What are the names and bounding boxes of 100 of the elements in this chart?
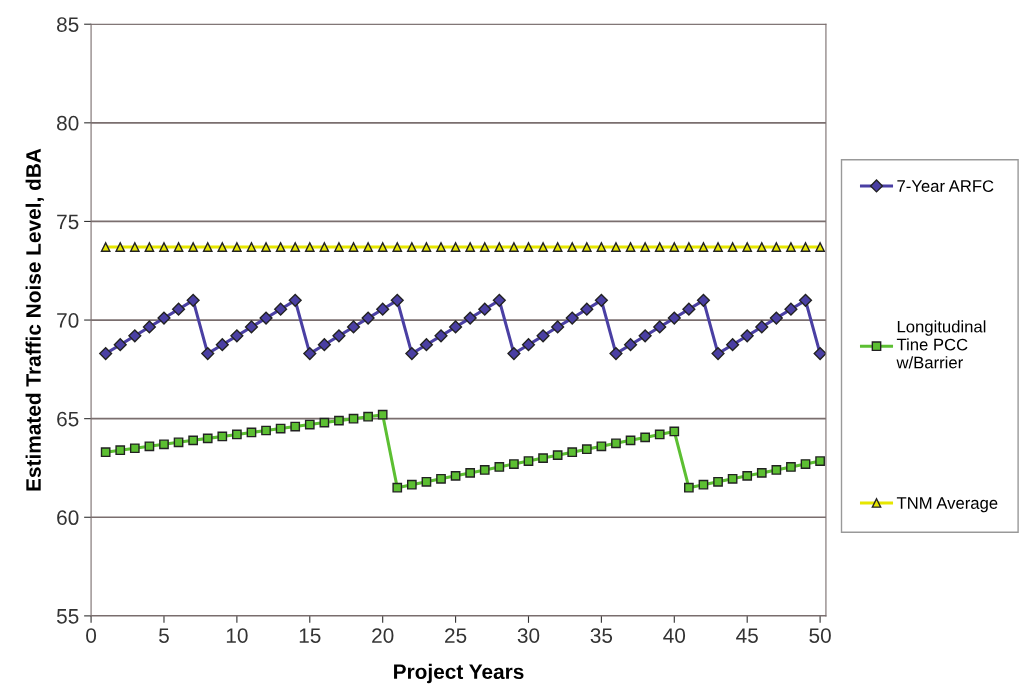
point xyxy=(784,302,798,316)
point xyxy=(494,242,505,252)
point xyxy=(377,409,388,420)
point xyxy=(611,242,621,252)
point xyxy=(188,242,199,252)
point xyxy=(625,242,636,252)
point xyxy=(173,437,184,448)
point xyxy=(334,242,344,252)
point xyxy=(640,242,650,252)
point xyxy=(261,425,271,436)
point xyxy=(698,242,709,252)
point xyxy=(684,482,694,493)
point xyxy=(494,462,505,472)
point xyxy=(567,242,578,252)
point xyxy=(261,242,271,252)
legend-label: TNM Average xyxy=(896,497,998,513)
point xyxy=(304,419,315,430)
point xyxy=(625,435,636,446)
point xyxy=(565,311,579,325)
point xyxy=(319,242,330,252)
point xyxy=(171,302,186,316)
x-tick-label: 0 xyxy=(86,628,97,643)
point xyxy=(217,242,228,252)
point xyxy=(509,459,519,469)
point xyxy=(275,242,286,252)
point xyxy=(465,468,476,478)
point xyxy=(684,242,694,252)
point xyxy=(259,311,273,325)
point xyxy=(698,479,709,490)
point xyxy=(376,302,390,316)
point xyxy=(115,242,126,252)
y-tick-label: 80 xyxy=(57,115,79,131)
point xyxy=(128,329,142,343)
point xyxy=(450,242,461,252)
point xyxy=(492,293,506,307)
point xyxy=(786,462,796,472)
legend-label: 7-Year ARFC xyxy=(897,180,994,192)
point xyxy=(436,242,446,252)
x-tick-label: 25 xyxy=(445,628,467,643)
point xyxy=(157,311,171,325)
point xyxy=(667,311,681,325)
point xyxy=(713,242,723,252)
point xyxy=(332,329,346,343)
point xyxy=(654,429,665,440)
x-tick-label: 30 xyxy=(517,628,540,643)
point xyxy=(348,242,359,252)
point xyxy=(623,338,638,352)
point xyxy=(521,338,536,352)
point xyxy=(465,242,476,252)
point xyxy=(509,242,519,252)
y-axis-title: Estimated Traffic Noise Level, dBA xyxy=(25,148,44,491)
point xyxy=(392,482,403,493)
point xyxy=(188,435,199,446)
point xyxy=(290,421,301,432)
point xyxy=(463,311,477,325)
point xyxy=(232,242,242,252)
point xyxy=(669,242,680,252)
point xyxy=(115,445,126,456)
point xyxy=(129,443,140,454)
point xyxy=(815,242,825,252)
x-tick-label: 50 xyxy=(809,628,831,643)
point xyxy=(669,426,680,437)
y-tick-label: 85 xyxy=(57,17,79,32)
point xyxy=(290,242,301,252)
point xyxy=(594,293,608,307)
point xyxy=(348,413,359,424)
point xyxy=(726,338,740,352)
point xyxy=(596,441,607,452)
point xyxy=(609,346,623,361)
point xyxy=(159,439,169,450)
point xyxy=(727,242,738,252)
point xyxy=(303,346,317,361)
point xyxy=(406,479,417,490)
point xyxy=(536,329,550,343)
point xyxy=(217,431,228,442)
point xyxy=(100,447,111,458)
x-tick-label: 15 xyxy=(299,628,321,643)
point xyxy=(363,411,373,422)
point xyxy=(815,456,825,466)
x-tick-label: 20 xyxy=(372,628,394,643)
point xyxy=(99,346,113,361)
x-axis-title: Project Years xyxy=(394,663,524,684)
point xyxy=(421,476,432,487)
y-tick-label: 60 xyxy=(57,510,79,526)
point xyxy=(538,453,548,463)
point xyxy=(159,242,169,252)
point xyxy=(696,293,711,307)
point xyxy=(638,329,652,343)
point xyxy=(711,346,725,361)
point xyxy=(581,242,592,252)
point xyxy=(201,346,215,361)
point xyxy=(144,242,155,252)
point xyxy=(756,468,767,478)
y-tick-label: 55 xyxy=(56,609,79,624)
point xyxy=(478,302,492,316)
point xyxy=(405,346,419,361)
point xyxy=(390,293,404,307)
point xyxy=(215,338,229,352)
point xyxy=(507,346,521,361)
point xyxy=(538,242,548,252)
